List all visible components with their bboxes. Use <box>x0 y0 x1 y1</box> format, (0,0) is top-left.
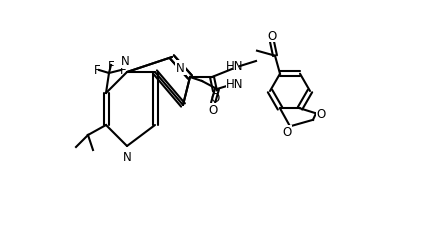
Text: O: O <box>208 103 218 116</box>
Text: N: N <box>123 150 131 163</box>
Text: F: F <box>108 59 114 72</box>
Text: HN: HN <box>226 77 244 90</box>
Text: F: F <box>94 64 100 77</box>
Text: O: O <box>267 30 276 43</box>
Text: N: N <box>121 55 129 68</box>
Text: O: O <box>210 91 219 104</box>
Text: O: O <box>283 125 292 138</box>
Text: F: F <box>120 64 126 77</box>
Text: HN: HN <box>226 60 244 73</box>
Text: N: N <box>176 62 185 75</box>
Text: O: O <box>316 107 326 120</box>
